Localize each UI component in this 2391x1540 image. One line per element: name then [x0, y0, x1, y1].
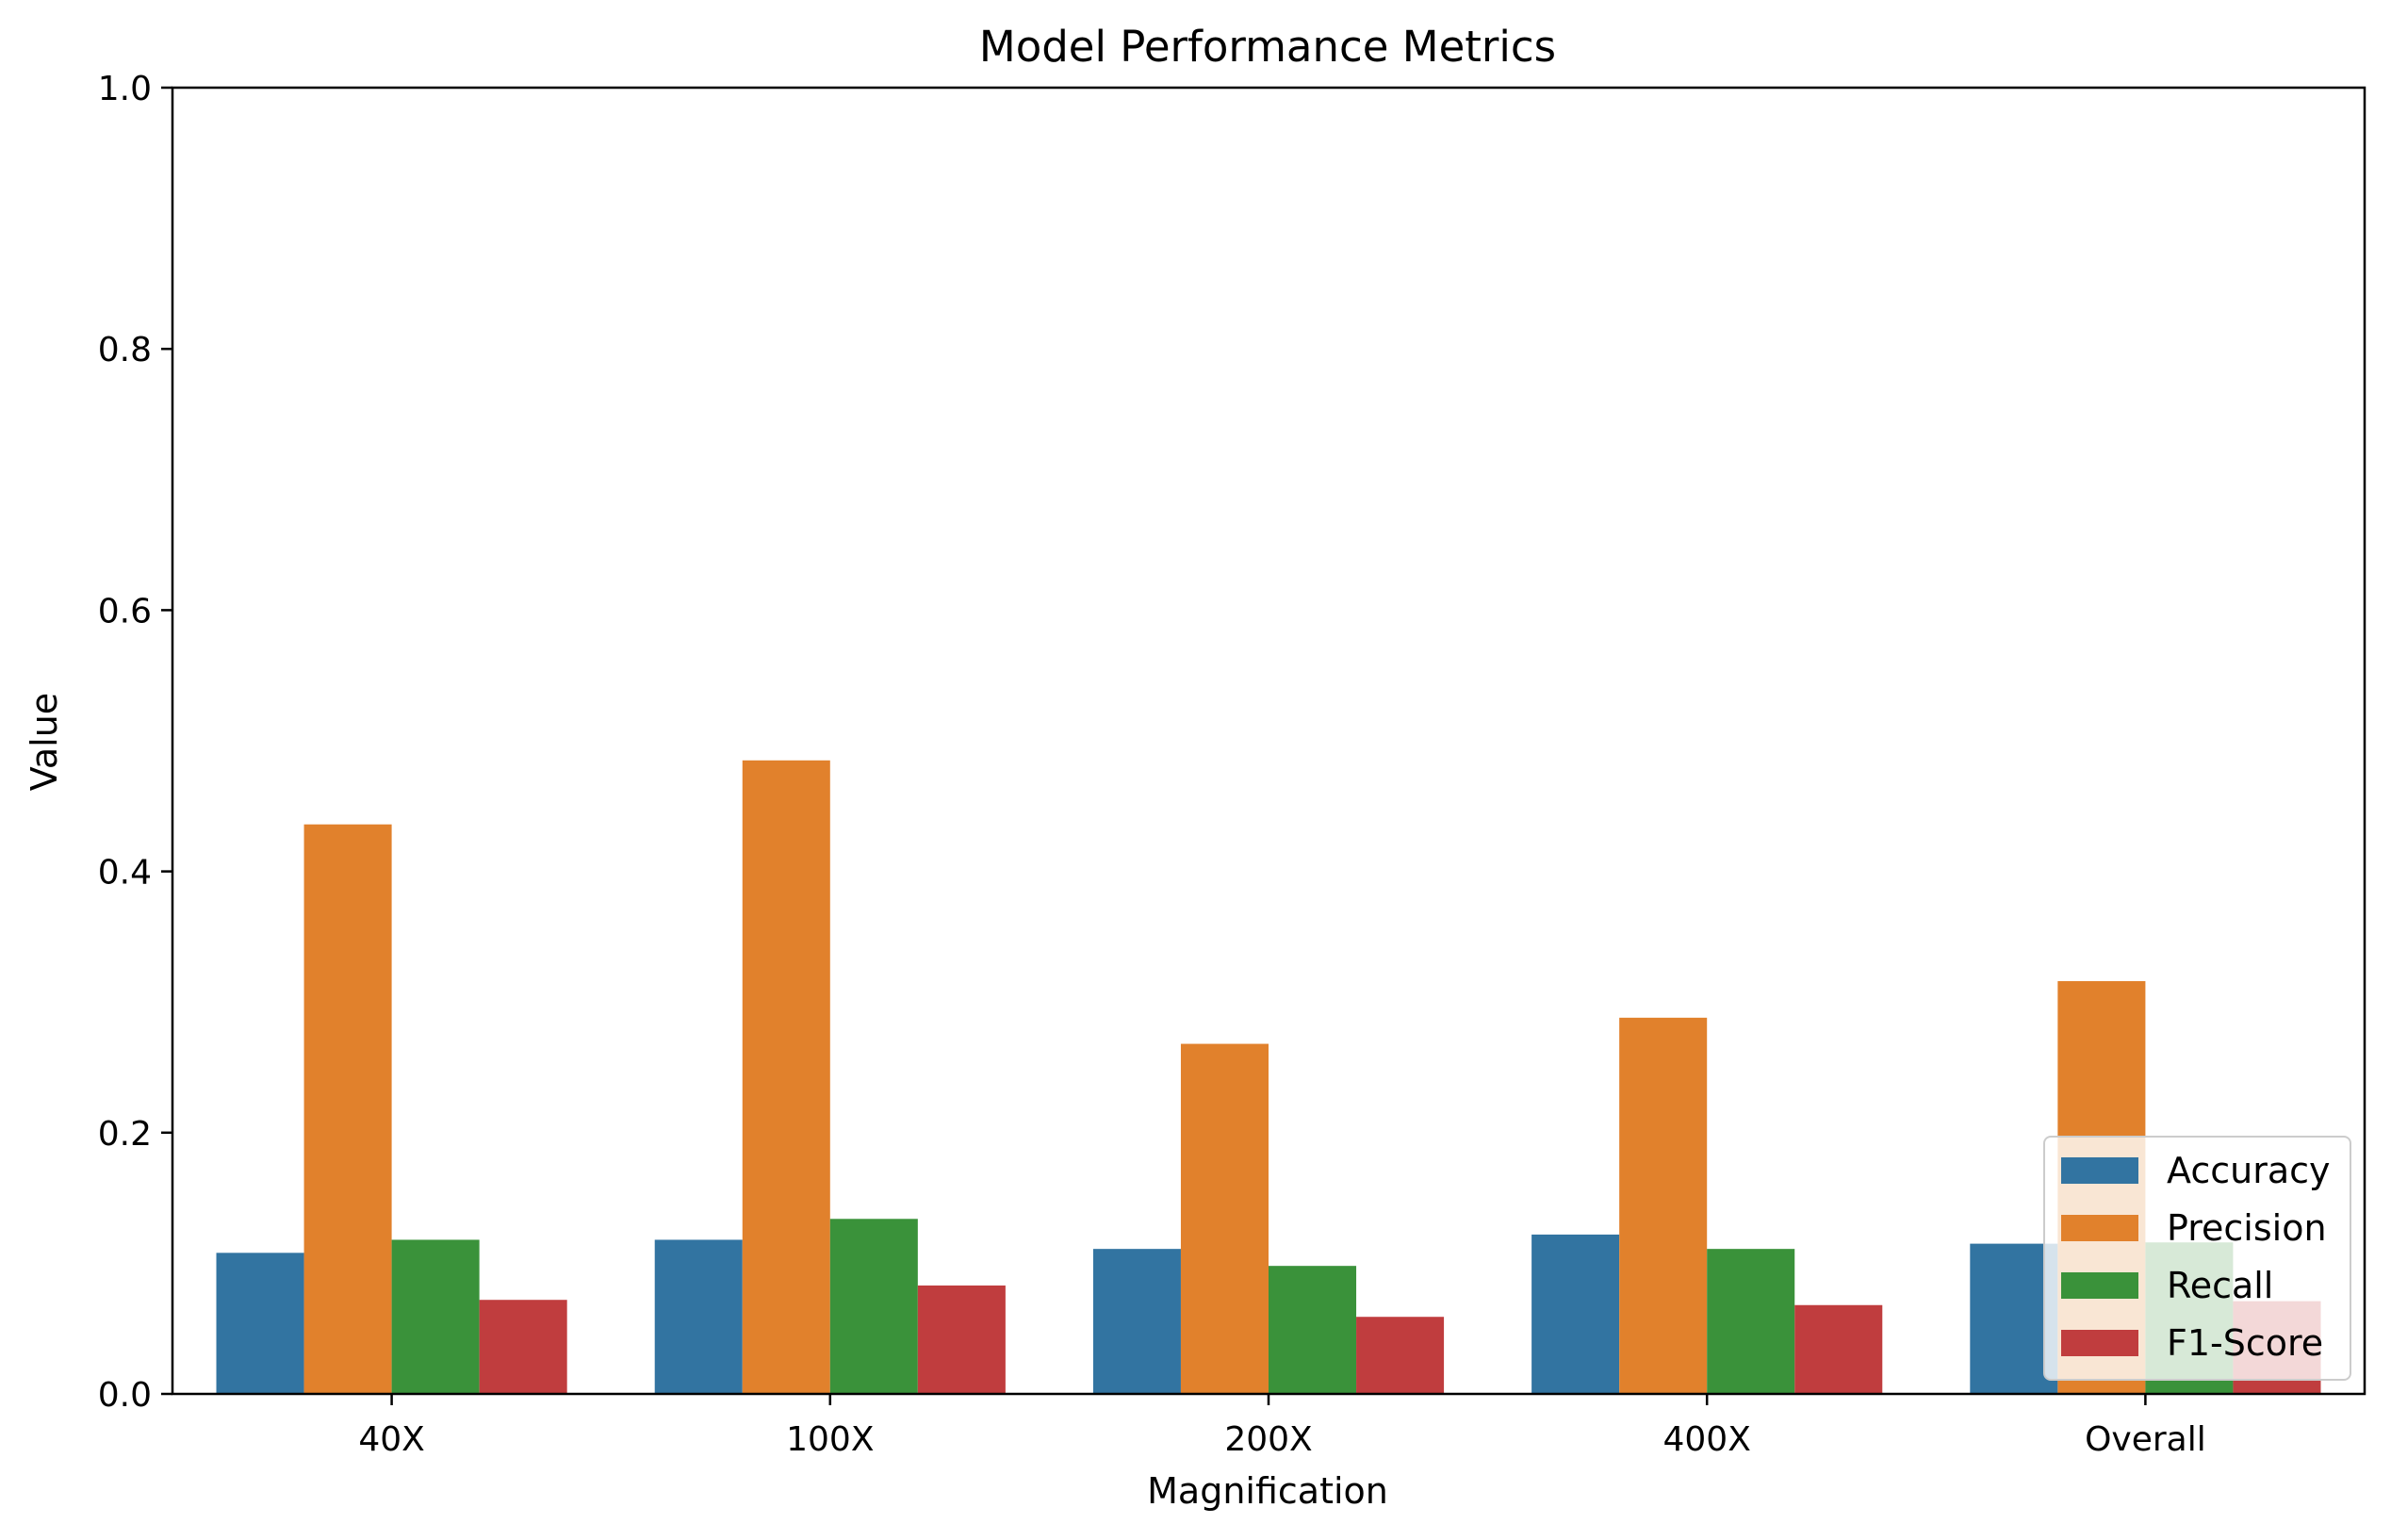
legend-label-accuracy: Accuracy [2167, 1150, 2331, 1191]
y-tick-label: 0.6 [98, 592, 152, 631]
y-axis-label: Value [24, 693, 65, 791]
legend-swatch-accuracy [2061, 1157, 2138, 1184]
y-tick-label: 0.0 [98, 1376, 152, 1415]
legend-label-f1-score: F1-Score [2167, 1322, 2323, 1364]
bar-accuracy-100x [654, 1239, 743, 1394]
x-tick-label: 200X [1224, 1420, 1312, 1459]
y-tick-label: 0.4 [98, 854, 152, 893]
bar-f1-score-200x [1356, 1317, 1445, 1394]
bar-f1-score-400x [1794, 1304, 1883, 1394]
bar-recall-200x [1269, 1266, 1357, 1394]
bars-layer [216, 760, 2321, 1394]
bar-accuracy-overall [1970, 1243, 2058, 1394]
bar-accuracy-400x [1531, 1234, 1620, 1394]
x-tick-label: 40X [358, 1420, 424, 1459]
x-axis-label: Magnification [1147, 1470, 1388, 1512]
legend-swatch-precision [2061, 1215, 2138, 1241]
legend: Accuracy Precision Recall F1-Score [2043, 1136, 2351, 1381]
legend-label-recall: Recall [2167, 1265, 2273, 1306]
y-tick-label: 0.2 [98, 1115, 152, 1154]
bar-recall-400x [1707, 1249, 1795, 1394]
bar-f1-score-40x [479, 1300, 567, 1394]
legend-label-precision: Precision [2167, 1207, 2327, 1249]
y-tick-label: 0.8 [98, 331, 152, 369]
x-tick-label: Overall [2085, 1420, 2206, 1459]
legend-swatch-recall [2061, 1272, 2138, 1299]
bar-recall-40x [391, 1239, 480, 1394]
legend-box [2043, 1136, 2351, 1381]
y-tick-label: 1.0 [98, 70, 152, 108]
x-tick-label: 100X [786, 1420, 874, 1459]
chart-title: Model Performance Metrics [979, 22, 1556, 72]
x-tick-label: 400X [1663, 1420, 1751, 1459]
bar-precision-200x [1180, 1043, 1269, 1394]
bar-precision-400x [1619, 1017, 1708, 1394]
bar-precision-100x [742, 760, 830, 1394]
bar-recall-100x [829, 1219, 918, 1394]
bar-precision-40x [303, 824, 392, 1394]
legend-swatch-f1-score [2061, 1330, 2138, 1356]
bar-accuracy-40x [216, 1253, 304, 1394]
bar-f1-score-100x [917, 1285, 1006, 1394]
bar-accuracy-200x [1092, 1249, 1181, 1394]
axes-layer: 0.0 0.2 0.4 0.6 0.8 1.0 40X 100X 200X 400X Overall [98, 70, 2366, 1459]
